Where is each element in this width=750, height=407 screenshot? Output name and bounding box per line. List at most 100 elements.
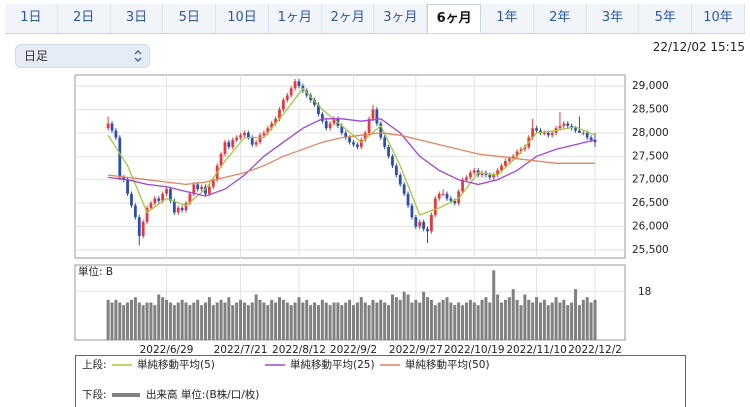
x-tick-label: 2022/7/21 xyxy=(214,344,268,356)
volume-bar xyxy=(542,299,546,340)
period-tab[interactable]: 3日 xyxy=(111,4,164,33)
candle-body xyxy=(235,137,239,140)
volume-bar xyxy=(316,305,320,340)
volume-bar xyxy=(266,305,270,340)
candle-body xyxy=(383,137,387,147)
candle-body xyxy=(141,221,145,236)
x-tick-label: 2022/8/12 xyxy=(272,344,326,356)
volume-bar xyxy=(297,297,301,340)
volume-bar xyxy=(429,299,433,340)
volume-bar xyxy=(219,299,223,340)
legend-entry: 単純移動平均(5) xyxy=(137,358,215,371)
volume-bar xyxy=(254,294,258,340)
candle-body xyxy=(387,146,390,157)
volume-bar xyxy=(480,299,484,340)
volume-bar xyxy=(215,302,219,340)
period-tab[interactable]: 1年 xyxy=(481,4,534,33)
candle-body xyxy=(196,184,200,190)
candle-body xyxy=(589,137,593,140)
period-tab[interactable]: 5年 xyxy=(639,4,693,33)
period-tab[interactable]: 1ヶ月 xyxy=(269,4,322,33)
volume-bar xyxy=(149,302,153,340)
candle-body xyxy=(254,142,258,145)
volume-bar xyxy=(207,297,211,340)
volume-bar xyxy=(188,305,192,340)
candle-body xyxy=(176,207,180,213)
volume-bar xyxy=(546,305,550,340)
volume-bar xyxy=(562,299,566,340)
period-tab[interactable]: 2ヶ月 xyxy=(322,4,375,33)
volume-bar xyxy=(488,302,492,340)
candle-body xyxy=(391,156,394,166)
candle-body xyxy=(406,193,410,206)
candle-body xyxy=(515,151,519,157)
candle-body xyxy=(492,175,496,178)
volume-bar xyxy=(168,302,172,340)
candle-body xyxy=(504,160,507,166)
volume-bar xyxy=(301,302,305,340)
volume-bar xyxy=(184,302,188,340)
volume-bar xyxy=(589,302,593,340)
candle-body xyxy=(488,175,492,178)
candle-body xyxy=(110,123,114,131)
period-tab[interactable]: 10日 xyxy=(216,4,269,33)
volume-bar xyxy=(235,302,239,340)
candle-body xyxy=(566,123,570,126)
candle-body xyxy=(200,186,203,190)
candle-body xyxy=(379,123,383,138)
x-tick-label: 2022/10/19 xyxy=(444,344,505,356)
select-chevron xyxy=(134,50,142,62)
volume-bar xyxy=(375,302,379,340)
volume-bar xyxy=(340,305,344,340)
candle-body xyxy=(356,144,359,147)
volume-bar xyxy=(437,302,441,340)
volume-bar xyxy=(468,299,472,340)
candle-body xyxy=(145,207,149,222)
x-tick-label: 2022/9/2 xyxy=(330,344,377,356)
candle-body xyxy=(297,81,301,87)
period-tab[interactable]: 3ヶ月 xyxy=(374,4,428,33)
candle-body xyxy=(227,142,231,147)
volume-bar xyxy=(418,302,422,340)
candle-body xyxy=(445,193,449,199)
volume-bar xyxy=(262,302,266,340)
volume-bar xyxy=(453,305,457,340)
candle-body xyxy=(418,221,422,227)
candle-body xyxy=(367,118,371,133)
volume-bar xyxy=(500,302,504,340)
volume-bar xyxy=(383,302,387,340)
volume-bar xyxy=(153,305,157,340)
moving-average-line xyxy=(108,132,595,186)
volume-bar xyxy=(577,305,581,340)
candle-body xyxy=(375,109,379,124)
legend-entry: 出来高 単位:(B株/口/枚) xyxy=(146,388,259,401)
candle-body xyxy=(289,88,293,96)
candle-body xyxy=(348,137,352,143)
period-tab[interactable]: 6ヶ月 xyxy=(427,4,482,33)
period-tab[interactable]: 10年 xyxy=(692,4,745,33)
volume-bar xyxy=(293,302,297,340)
period-tab[interactable]: 1日 xyxy=(5,4,58,33)
volume-bar xyxy=(426,297,430,340)
candle-body xyxy=(344,132,348,138)
candle-body xyxy=(472,170,476,173)
interval-select[interactable]: 日足 xyxy=(15,44,150,68)
volume-bar xyxy=(313,302,317,340)
volume-bar xyxy=(441,299,445,340)
period-tab[interactable]: 2日 xyxy=(58,4,111,33)
candle-body xyxy=(539,130,542,133)
volume-bar xyxy=(180,299,184,340)
period-tab[interactable]: 2年 xyxy=(534,4,587,33)
volume-bar xyxy=(476,305,480,340)
legend-box xyxy=(75,355,686,407)
candle-body xyxy=(266,128,270,133)
volume-bar xyxy=(246,305,250,340)
y-tick-label: 28,000 xyxy=(632,127,669,139)
period-tab[interactable]: 3年 xyxy=(587,4,640,33)
candle-body xyxy=(422,221,426,229)
period-tab[interactable]: 5日 xyxy=(163,4,217,33)
volume-bar xyxy=(157,294,161,340)
volume-bar xyxy=(457,302,461,340)
